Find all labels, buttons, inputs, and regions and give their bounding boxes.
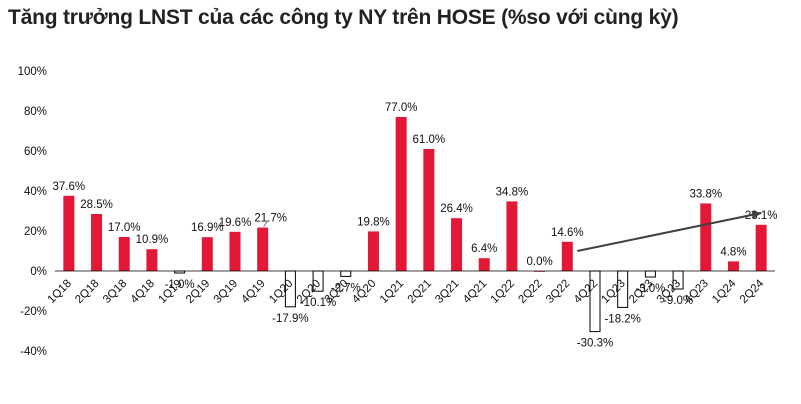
data-label-4q20: 19.8% (357, 216, 390, 228)
x-tick-label: 4Q18 (129, 278, 157, 306)
bar-4q19 (257, 227, 269, 271)
trend-arrow (577, 210, 763, 252)
y-tick-label: 100% (18, 66, 47, 78)
x-tick-label: 1Q18 (46, 278, 74, 306)
bar-2q18 (91, 214, 103, 271)
data-label-2q23: -3.0% (635, 283, 665, 295)
chart-title: Tăng trưởng LNST của các công ty NY trên… (8, 6, 679, 29)
data-label-3q20: -2.7% (331, 282, 361, 294)
bar-1q22 (506, 201, 518, 271)
data-label-3q21: 26.4% (440, 203, 473, 215)
data-label-1q20: -17.9% (272, 313, 308, 325)
data-label-2q18: 28.5% (80, 199, 113, 211)
x-tick-label: 2Q22 (516, 278, 544, 306)
bars (63, 117, 767, 333)
data-label-2q20: -10.1% (300, 297, 336, 309)
x-tick-label: 2Q18 (73, 278, 101, 306)
y-tick-label: 0% (30, 266, 47, 278)
x-tick-label: 3Q22 (544, 278, 572, 306)
data-label-1q23: -18.2% (604, 313, 640, 325)
y-axis: -40% -20% 0% 20% 40% 60% 80% 100% (18, 66, 47, 358)
x-tick-label: 4Q21 (461, 278, 489, 306)
bar-4q18 (146, 249, 158, 271)
x-tick-label: 2Q24 (738, 277, 767, 306)
data-label-4q21: 6.4% (471, 243, 497, 255)
data-label-4q18: 10.9% (136, 234, 169, 246)
bar-3q20 (340, 270, 352, 277)
data-label-1q18: 37.6% (53, 181, 86, 193)
x-tick-label: 4Q23 (683, 278, 711, 306)
data-label-3q22: 14.6% (551, 227, 584, 239)
y-tick-label: 40% (24, 186, 47, 198)
data-label-4q19: 21.7% (254, 213, 287, 225)
bar-3q18 (118, 237, 130, 271)
x-tick-label: 3Q21 (433, 278, 461, 306)
bar-2q19 (201, 237, 213, 271)
data-label-2q21: 61.0% (413, 134, 446, 146)
annotations (577, 210, 763, 252)
data-label-4q23: 33.8% (689, 188, 722, 200)
x-tick-label: 1Q21 (378, 278, 406, 306)
data-label-3q23: -9.0% (663, 295, 693, 307)
y-tick-label: 80% (24, 106, 47, 118)
bar-2q24 (755, 224, 767, 271)
y-tick-label: 60% (24, 146, 47, 158)
x-tick-label: 1Q22 (489, 278, 517, 306)
x-tick-label: 3Q18 (101, 278, 129, 306)
bar-3q19 (229, 231, 241, 271)
bar-4q23 (700, 203, 712, 271)
bar-2q21 (423, 149, 435, 271)
x-tick-label: 3Q19 (212, 278, 240, 306)
data-label-1q19: -1.0% (165, 279, 195, 291)
bar-1q24 (727, 261, 739, 271)
x-tick-label: 1Q24 (710, 277, 739, 306)
data-label-2q22: 0.0% (527, 256, 553, 268)
data-label-1q24: 4.8% (720, 246, 746, 258)
x-tick-label: 2Q21 (406, 278, 434, 306)
bar-4q20 (367, 231, 379, 271)
data-label-3q19: 19.6% (219, 217, 252, 229)
data-label-1q22: 34.8% (496, 186, 529, 198)
y-tick-label: -20% (20, 306, 47, 318)
bar-1q21 (395, 117, 407, 271)
data-labels: 37.6% 28.5% 17.0%10.9% -1.0% 16.9%19.6% 21.7%… (53, 102, 778, 350)
label-leader-line (263, 220, 269, 227)
data-label-3q18: 17.0% (108, 222, 141, 234)
data-label-4q22: -30.3% (577, 338, 613, 350)
data-label-2q19: 16.9% (191, 222, 224, 234)
bar-3q22 (561, 241, 573, 271)
bar-3q21 (451, 218, 463, 271)
y-tick-label: -40% (20, 346, 47, 358)
bar-2q23 (644, 270, 656, 278)
y-tick-label: 20% (24, 226, 47, 238)
data-label-1q21: 77.0% (385, 102, 418, 114)
bar-4q21 (478, 258, 490, 271)
bar-1q18 (63, 195, 75, 271)
x-tick-label: 4Q19 (239, 278, 267, 306)
